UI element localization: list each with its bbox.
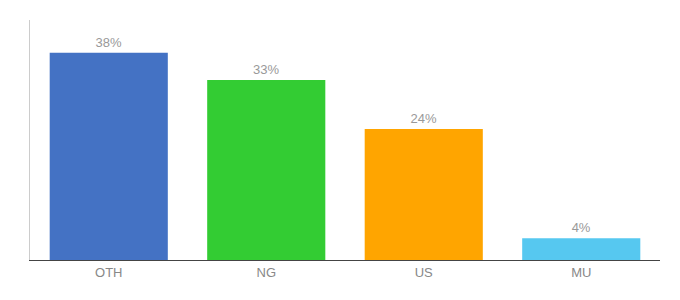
svg-text:24%: 24% bbox=[411, 111, 437, 126]
svg-text:US: US bbox=[415, 265, 433, 280]
svg-text:4%: 4% bbox=[572, 220, 591, 235]
svg-text:MU: MU bbox=[571, 265, 591, 280]
svg-text:38%: 38% bbox=[96, 35, 122, 50]
svg-text:NG: NG bbox=[257, 265, 277, 280]
svg-text:OTH: OTH bbox=[95, 265, 122, 280]
svg-text:33%: 33% bbox=[253, 62, 279, 77]
